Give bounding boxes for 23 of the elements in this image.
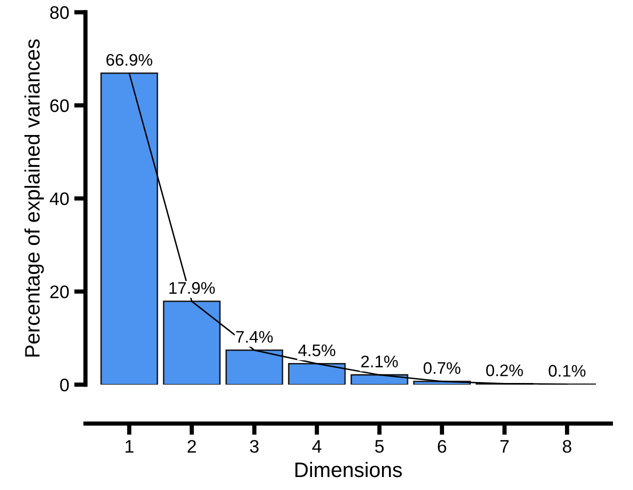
data-label: 0.2%	[486, 364, 523, 376]
x-tick-label: 8	[562, 440, 572, 453]
y-tick-label: 40	[50, 192, 69, 206]
y-axis-title: Percentage of explained variances	[24, 39, 44, 357]
x-tick-label: 1	[126, 440, 134, 453]
y-tick-label: 20	[50, 285, 69, 298]
y-tick-label: 0	[60, 378, 69, 392]
data-label: 66.9%	[106, 54, 152, 66]
data-label: 7.4%	[236, 331, 273, 343]
data-label: 0.1%	[548, 364, 586, 377]
data-label: 2.1%	[361, 356, 398, 368]
x-tick-label: 5	[375, 440, 384, 453]
data-label: 4.5%	[298, 344, 336, 356]
x-tick-label: 6	[438, 440, 446, 453]
x-axis-title: Dimensions	[295, 462, 402, 478]
data-label: 0.7%	[424, 362, 460, 374]
x-tick-label: 2	[188, 440, 196, 453]
data-label: 17.9%	[169, 282, 215, 294]
x-tick-label: 3	[250, 440, 259, 453]
y-tick-label: 80	[50, 6, 69, 19]
x-tick-label: 4	[312, 440, 322, 453]
y-tick-label: 60	[50, 99, 69, 112]
x-tick-label: 7	[500, 440, 509, 453]
